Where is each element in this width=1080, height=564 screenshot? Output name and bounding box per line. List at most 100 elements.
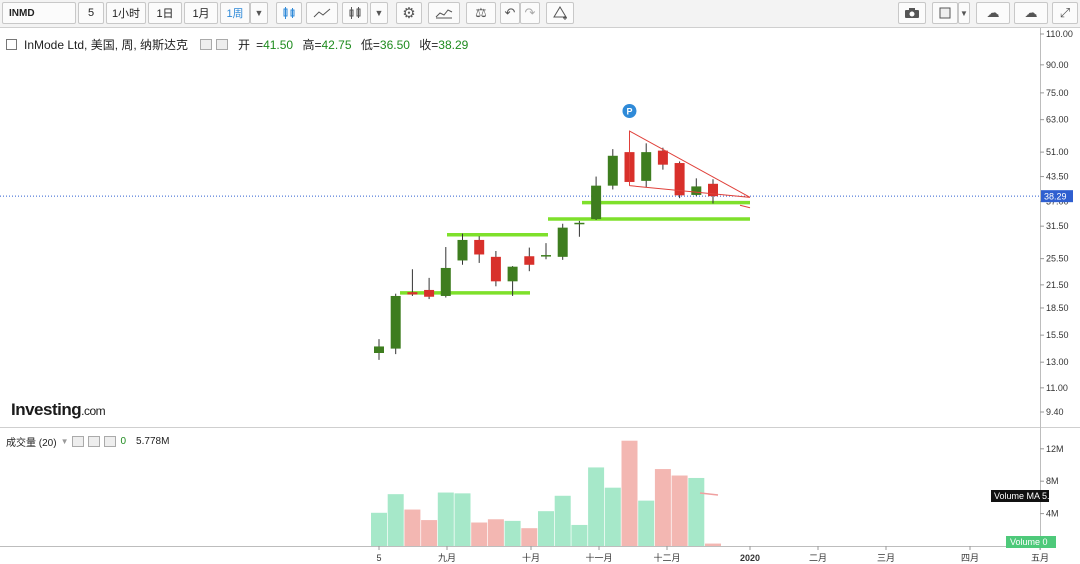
line-chart-icon[interactable]	[306, 2, 338, 24]
volume-ma-badge	[991, 490, 1049, 502]
cloud-save-icon[interactable]: ☁	[1014, 2, 1048, 24]
time-tick-label: 2020	[740, 553, 760, 563]
redo-icon[interactable]: ↷	[520, 2, 540, 24]
cloud-load-icon[interactable]: ☁	[976, 2, 1010, 24]
settings-mini-icon[interactable]	[72, 436, 85, 447]
volume-bar	[404, 509, 421, 546]
volume-bar	[638, 500, 655, 546]
toolbar: INMD 5 1小时 1日 1月 1周 ▼ ▼ ⚙ ⚖ ↶ ↷ ▼ ☁ ☁ ⤢	[0, 0, 1080, 28]
candle-body	[374, 346, 384, 353]
investing-logo: Investing.com	[11, 400, 106, 419]
volume-bar	[421, 520, 438, 546]
interval-5[interactable]: 5	[78, 2, 104, 24]
price-tick-label: 75.00	[1046, 88, 1069, 98]
eye-mini-icon[interactable]	[88, 436, 101, 447]
volume-bar	[671, 475, 688, 546]
settings-mini-icon[interactable]	[200, 39, 213, 50]
symbol-input[interactable]: INMD	[2, 2, 76, 24]
camera-icon[interactable]	[898, 2, 926, 24]
candle-body	[507, 266, 518, 282]
volume-bar	[688, 477, 705, 546]
undo-icon[interactable]: ↶	[500, 2, 520, 24]
candle-body	[591, 185, 602, 220]
price-tick-label: 15.50	[1046, 330, 1069, 340]
legend-title: InMode Ltd, 美国, 周, 纳斯达克	[24, 38, 189, 52]
candle-body	[607, 155, 618, 186]
eye-mini-icon[interactable]	[216, 39, 229, 50]
candle-body	[641, 152, 652, 181]
price-tick-label: 43.50	[1046, 172, 1069, 182]
time-tick-label: 二月	[809, 553, 827, 563]
volume-label: 成交量 (20)	[6, 438, 57, 449]
open-value: 41.50	[263, 38, 294, 52]
price-tick-label: 63.00	[1046, 115, 1069, 125]
current-price-badge	[1041, 190, 1073, 203]
close-mini-icon[interactable]	[104, 436, 117, 447]
time-tick-label: 十二月	[653, 552, 680, 563]
volume-tick-label: 4M	[1046, 509, 1059, 519]
fullscreen-icon[interactable]: ⤢	[1052, 2, 1078, 24]
candle-body	[440, 267, 451, 296]
candle-body	[657, 150, 668, 165]
volume-bar	[705, 543, 721, 546]
volume-bar	[588, 467, 605, 546]
time-tick-label: 四月	[961, 553, 979, 563]
interval-1mo[interactable]: 1月	[184, 2, 218, 24]
volume-bar	[604, 487, 621, 546]
time-tick-label: 九月	[438, 553, 456, 563]
time-tick-label: 十月	[522, 552, 540, 563]
volume-bar	[538, 511, 554, 546]
triangle-extension	[739, 204, 751, 209]
time-tick-label: 五月	[1031, 553, 1049, 563]
volume-bar	[471, 522, 488, 546]
volume-bar	[487, 519, 504, 546]
volume-bar	[437, 492, 454, 546]
triangle-pattern	[629, 130, 751, 198]
price-tick-label: 25.50	[1046, 254, 1069, 264]
collapse-icon[interactable]	[6, 39, 17, 50]
draw-icon[interactable]	[546, 2, 574, 24]
time-tick-label: 三月	[877, 553, 895, 563]
candle-type-icon[interactable]	[276, 2, 302, 24]
ohlc-values: 开 =41.50 高=42.75 低=36.50 收=38.29	[238, 38, 469, 52]
price-tick-label: 9.40	[1046, 407, 1064, 417]
volume-bar	[654, 469, 671, 546]
chevron-down-icon[interactable]: ▼	[958, 2, 970, 24]
low-value: 36.50	[379, 38, 410, 52]
chevron-down-icon[interactable]: ▼	[60, 437, 69, 446]
annotation-marker	[622, 104, 637, 118]
volume-bar	[521, 528, 538, 546]
interval-1h[interactable]: 1小时	[106, 2, 146, 24]
price-legend: InMode Ltd, 美国, 周, 纳斯达克 开 =41.50 高=42.75 …	[6, 36, 468, 53]
bar-type-icon[interactable]	[342, 2, 368, 24]
volume-value-1: 0	[120, 436, 127, 447]
time-tick-label: 十一月	[585, 552, 612, 563]
volume-bar	[571, 524, 588, 546]
price-tick-label: 13.00	[1046, 357, 1069, 367]
price-tick-label: 11.00	[1046, 383, 1068, 393]
current-price-label: 38.29	[1044, 192, 1067, 202]
volume-badge	[1006, 536, 1056, 548]
chevron-down-icon[interactable]: ▼	[370, 2, 388, 24]
candle-body	[674, 163, 685, 196]
interval-1w[interactable]: 1周	[220, 2, 250, 24]
template-icon[interactable]	[932, 2, 958, 24]
volume-bar	[621, 440, 638, 546]
volume-tick-label: 8M	[1046, 476, 1059, 486]
interval-1d[interactable]: 1日	[148, 2, 182, 24]
volume-bar	[371, 512, 387, 546]
compare-icon[interactable]: ⚖	[466, 2, 496, 24]
price-tick-label: 21.50	[1046, 280, 1069, 290]
close-value: 38.29	[438, 38, 469, 52]
candle-body	[490, 256, 501, 282]
volume-legend: 成交量 (20) ▼ 0 5.778M	[6, 434, 169, 449]
gear-icon[interactable]: ⚙	[396, 2, 422, 24]
volume-bar	[454, 493, 471, 546]
chevron-down-icon[interactable]: ▼	[250, 2, 268, 24]
price-tick-label: 18.50	[1046, 303, 1069, 313]
indicators-icon[interactable]	[428, 2, 460, 24]
candle-body	[691, 186, 702, 195]
high-value: 42.75	[321, 38, 352, 52]
candle-body	[474, 239, 485, 255]
